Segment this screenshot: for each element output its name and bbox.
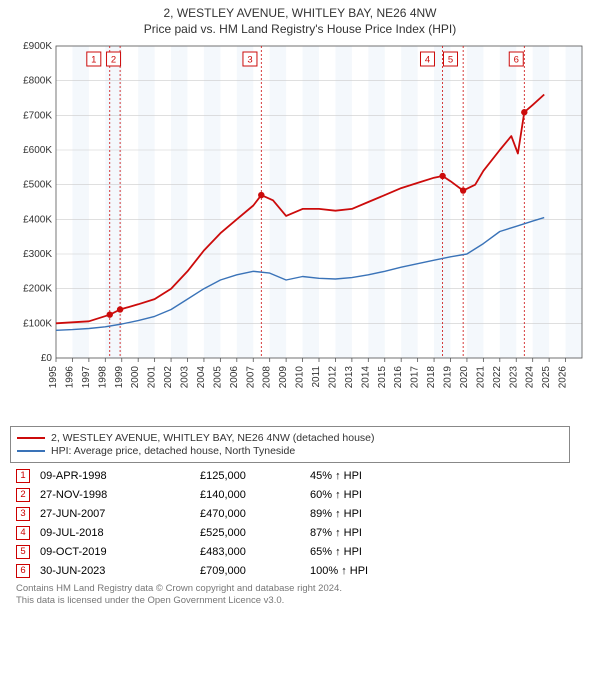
sale-marker: 4 (16, 526, 30, 540)
svg-text:1995: 1995 (48, 366, 59, 389)
svg-text:2000: 2000 (130, 366, 141, 389)
svg-text:2008: 2008 (262, 366, 273, 389)
svg-text:2018: 2018 (426, 366, 437, 389)
svg-text:£200K: £200K (23, 284, 52, 295)
svg-text:£800K: £800K (23, 76, 52, 87)
svg-text:1: 1 (91, 55, 96, 66)
svg-text:2002: 2002 (163, 366, 174, 389)
svg-text:3: 3 (247, 55, 252, 66)
svg-text:1999: 1999 (114, 366, 125, 389)
sale-marker: 3 (16, 507, 30, 521)
svg-text:2006: 2006 (229, 366, 240, 389)
legend-box: 2, WESTLEY AVENUE, WHITLEY BAY, NE26 4NW… (10, 426, 570, 463)
svg-text:2010: 2010 (295, 366, 306, 389)
svg-text:2021: 2021 (475, 366, 486, 389)
svg-text:2001: 2001 (147, 366, 158, 389)
svg-text:2: 2 (111, 55, 116, 66)
sale-row: 4 09-JUL-2018 £525,000 87% ↑ HPI (16, 526, 570, 540)
svg-text:2016: 2016 (393, 366, 404, 389)
svg-text:2009: 2009 (278, 366, 289, 389)
svg-text:1997: 1997 (81, 366, 92, 389)
sale-row: 5 09-OCT-2019 £483,000 65% ↑ HPI (16, 545, 570, 559)
sale-date: 27-JUN-2007 (40, 508, 190, 520)
svg-text:2026: 2026 (558, 366, 569, 389)
legend-row: HPI: Average price, detached house, Nort… (17, 445, 563, 457)
svg-text:2012: 2012 (327, 366, 338, 389)
svg-text:2017: 2017 (410, 366, 421, 389)
sale-price: £709,000 (200, 565, 300, 577)
legend-label: HPI: Average price, detached house, Nort… (51, 445, 295, 457)
sale-pct: 100% ↑ HPI (310, 565, 410, 577)
svg-text:£300K: £300K (23, 249, 52, 260)
svg-text:2013: 2013 (344, 366, 355, 389)
svg-text:2003: 2003 (180, 366, 191, 389)
sale-row: 2 27-NOV-1998 £140,000 60% ↑ HPI (16, 488, 570, 502)
svg-text:2019: 2019 (443, 366, 454, 389)
sales-table: 1 09-APR-1998 £125,000 45% ↑ HPI 2 27-NOV-199… (10, 469, 570, 578)
sale-price: £483,000 (200, 546, 300, 558)
svg-text:2020: 2020 (459, 366, 470, 389)
sale-date: 27-NOV-1998 (40, 489, 190, 501)
svg-text:2015: 2015 (377, 366, 388, 389)
sale-date: 30-JUN-2023 (40, 565, 190, 577)
svg-text:2014: 2014 (360, 366, 371, 389)
svg-text:2011: 2011 (311, 366, 322, 388)
sale-row: 6 30-JUN-2023 £709,000 100% ↑ HPI (16, 564, 570, 578)
sale-marker: 2 (16, 488, 30, 502)
sale-row: 1 09-APR-1998 £125,000 45% ↑ HPI (16, 469, 570, 483)
sale-pct: 89% ↑ HPI (310, 508, 410, 520)
legend-swatch (17, 450, 45, 452)
svg-text:1998: 1998 (97, 366, 108, 389)
legend-label: 2, WESTLEY AVENUE, WHITLEY BAY, NE26 4NW… (51, 432, 375, 444)
sale-pct: 65% ↑ HPI (310, 546, 410, 558)
svg-text:4: 4 (425, 55, 430, 66)
chart-area: £0 £100K £200K £300K £400K £500K £600K £700K £80… (10, 40, 590, 420)
sale-date: 09-OCT-2019 (40, 546, 190, 558)
svg-text:£700K: £700K (23, 110, 52, 121)
svg-text:£100K: £100K (23, 318, 52, 329)
svg-text:2005: 2005 (212, 366, 223, 389)
sale-price: £470,000 (200, 508, 300, 520)
sale-pct: 87% ↑ HPI (310, 527, 410, 539)
sale-pct: 45% ↑ HPI (310, 470, 410, 482)
svg-text:£0: £0 (41, 353, 53, 364)
sale-pct: 60% ↑ HPI (310, 489, 410, 501)
svg-text:6: 6 (514, 55, 519, 66)
sale-marker: 6 (16, 564, 30, 578)
title-subtitle: Price paid vs. HM Land Registry's House … (10, 22, 590, 36)
sale-price: £525,000 (200, 527, 300, 539)
sale-marker: 5 (16, 545, 30, 559)
footer-line: Contains HM Land Registry data © Crown c… (16, 583, 590, 595)
svg-text:£400K: £400K (23, 214, 52, 225)
svg-text:1996: 1996 (64, 366, 75, 389)
svg-text:2007: 2007 (245, 366, 256, 389)
svg-text:£600K: £600K (23, 145, 52, 156)
svg-text:2024: 2024 (525, 366, 536, 389)
chart-container: 2, WESTLEY AVENUE, WHITLEY BAY, NE26 4NW… (0, 0, 600, 611)
svg-text:2004: 2004 (196, 366, 207, 389)
sale-date: 09-APR-1998 (40, 470, 190, 482)
footer-note: Contains HM Land Registry data © Crown c… (10, 583, 590, 607)
svg-text:2022: 2022 (492, 366, 503, 389)
sale-price: £140,000 (200, 489, 300, 501)
sale-marker: 1 (16, 469, 30, 483)
svg-text:5: 5 (448, 55, 453, 66)
title-block: 2, WESTLEY AVENUE, WHITLEY BAY, NE26 4NW… (10, 6, 590, 36)
footer-line: This data is licensed under the Open Gov… (16, 595, 590, 607)
svg-text:2025: 2025 (541, 366, 552, 389)
legend-swatch (17, 437, 45, 439)
sale-date: 09-JUL-2018 (40, 527, 190, 539)
svg-text:2023: 2023 (508, 366, 519, 389)
svg-text:£900K: £900K (23, 41, 52, 52)
chart-svg: £0 £100K £200K £300K £400K £500K £600K £700K £80… (10, 40, 590, 420)
sale-row: 3 27-JUN-2007 £470,000 89% ↑ HPI (16, 507, 570, 521)
svg-text:£500K: £500K (23, 180, 52, 191)
legend-row: 2, WESTLEY AVENUE, WHITLEY BAY, NE26 4NW… (17, 432, 563, 444)
sale-price: £125,000 (200, 470, 300, 482)
title-address: 2, WESTLEY AVENUE, WHITLEY BAY, NE26 4NW (10, 6, 590, 20)
